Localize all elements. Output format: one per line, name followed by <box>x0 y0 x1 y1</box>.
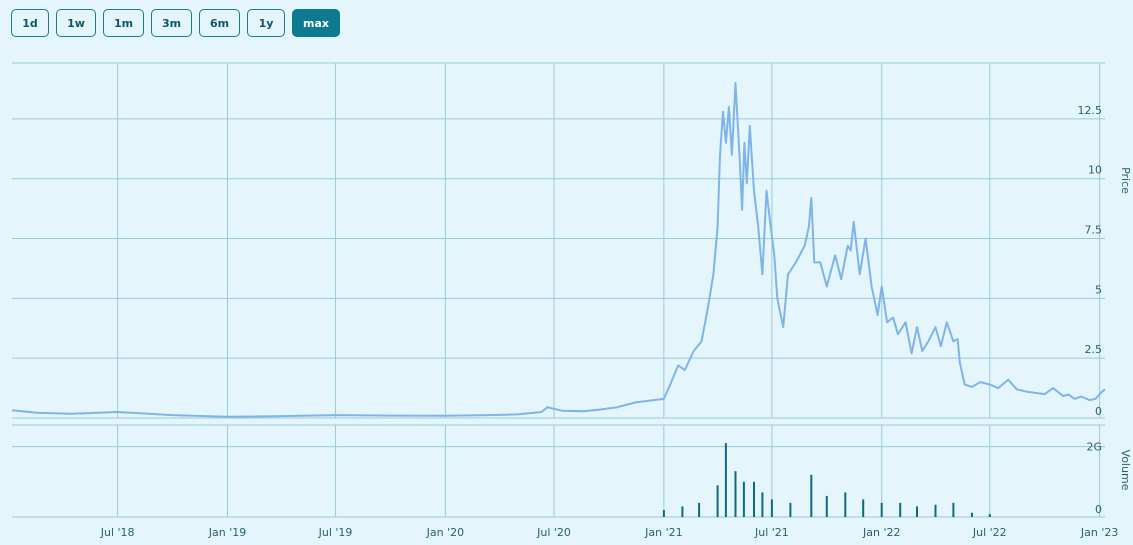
volume-bar <box>970 512 973 517</box>
volume-bar <box>825 495 828 517</box>
volume-bar <box>934 504 937 517</box>
volume-bar <box>716 485 719 517</box>
volume-bar <box>734 471 737 517</box>
x-tick-label: Jul '22 <box>972 526 1007 539</box>
volume-tick-label: 2G <box>1086 441 1102 454</box>
volume-bar <box>952 502 955 517</box>
price-axis-title: Price <box>1119 167 1132 194</box>
x-tick-label: Jul '19 <box>318 526 353 539</box>
price-chart <box>11 82 1106 418</box>
price-tick-label: 10 <box>1088 164 1102 177</box>
x-tick-label: Jan '19 <box>208 526 246 539</box>
volume-bar <box>662 510 665 517</box>
range-button-3m[interactable]: 3m <box>151 9 192 37</box>
range-button-1y[interactable]: 1y <box>247 9 285 37</box>
price-tick-label: 5 <box>1095 283 1102 296</box>
price-tick-label: 2.5 <box>1085 343 1103 356</box>
volume-bar <box>698 502 701 517</box>
volume-bar <box>753 481 755 517</box>
range-button-1d[interactable]: 1d <box>11 9 49 37</box>
range-button-1m[interactable]: 1m <box>103 9 144 37</box>
volume-bar <box>916 506 918 517</box>
range-button-max[interactable]: max <box>292 9 340 37</box>
price-tick-label: 12.5 <box>1078 104 1103 117</box>
x-tick-label: Jan '20 <box>426 526 464 539</box>
x-tick-label: Jul '18 <box>100 526 135 539</box>
volume-bar <box>742 481 745 517</box>
volume-chart <box>662 443 991 517</box>
x-tick-label: Jan '23 <box>1080 526 1118 539</box>
x-tick-label: Jul '20 <box>536 526 571 539</box>
x-tick-label: Jan '21 <box>644 526 682 539</box>
volume-bar <box>789 502 792 517</box>
volume-axis-title: Volume <box>1119 450 1132 491</box>
volume-bar <box>862 499 865 517</box>
volume-bar <box>988 514 991 517</box>
volume-bar <box>880 502 883 517</box>
volume-tick-label: 0 <box>1095 503 1102 516</box>
axes: Jul '18 Jan '19 Jul '19 Jan '20 Jul '20 Jan '… <box>100 104 1132 539</box>
volume-bar <box>761 492 764 517</box>
grid-lines <box>12 62 1105 518</box>
volume-bar <box>681 506 684 517</box>
volume-bar <box>844 492 847 517</box>
volume-bar <box>899 502 902 517</box>
x-tick-label: Jul '21 <box>754 526 789 539</box>
range-button-6m[interactable]: 6m <box>199 9 240 37</box>
volume-bar <box>770 499 773 517</box>
price-tick-label: 7.5 <box>1085 224 1103 237</box>
price-tick-label: 0 <box>1095 405 1102 418</box>
price-series-line <box>11 82 1106 418</box>
volume-bar <box>810 474 813 517</box>
x-tick-label: Jan '22 <box>862 526 900 539</box>
range-button-1w[interactable]: 1w <box>56 9 96 37</box>
volume-bar <box>724 443 727 517</box>
